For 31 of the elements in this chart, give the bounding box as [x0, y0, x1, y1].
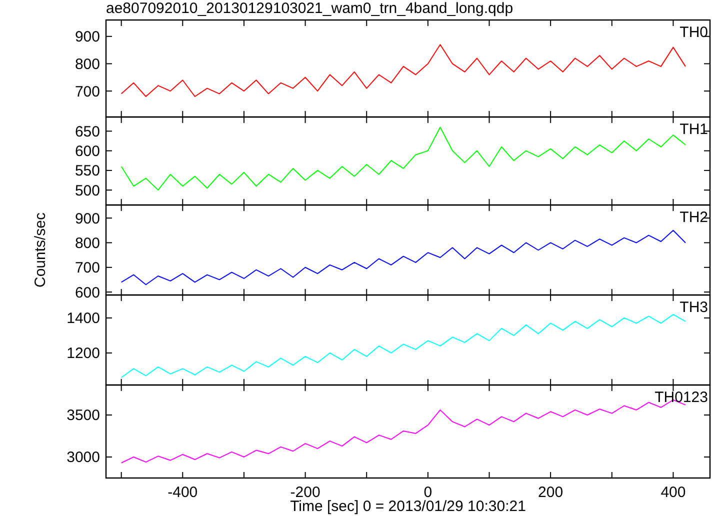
y-tick-label: 600: [74, 284, 100, 302]
y-tick-label: 1200: [66, 345, 100, 362]
x-tick-label: -200: [290, 484, 320, 501]
line-series: [120, 230, 686, 286]
y-tick-label: 3000: [66, 449, 100, 466]
x-tick-label: 400: [660, 484, 686, 501]
y-tick-label: 3500: [66, 407, 100, 424]
x-axis-title: Time [sec] 0 = 2013/01/29 10:30:21: [290, 498, 526, 515]
y-tick-label: 600: [74, 143, 100, 160]
y-axis-title: Counts/sec: [32, 212, 49, 288]
annotation: TH0123: [654, 389, 708, 406]
y-tick-label: 900: [74, 210, 100, 228]
y-tick-label: 550: [74, 162, 100, 180]
y-tick-label: 500: [74, 182, 100, 200]
chart-title: ae807092010_20130129103021_wam0_trn_4band_long.qdp: [106, 0, 514, 17]
x-tick-label: -400: [168, 484, 198, 501]
annotation: TH1: [680, 121, 708, 138]
y-tick-label: 900: [74, 28, 100, 46]
x-tick-label: 200: [538, 484, 564, 501]
y-tick-label: 800: [74, 56, 100, 73]
y-tick-label: 700: [74, 260, 100, 277]
x-tick-label: 0: [424, 484, 432, 501]
line-series: [120, 44, 686, 98]
y-tick-label: 650: [74, 123, 100, 140]
annotation: TH3: [680, 299, 708, 316]
y-tick-label: 700: [74, 83, 100, 100]
annotation: TH2: [680, 209, 708, 226]
annotation: TH0: [680, 24, 708, 41]
y-tick-label: 800: [74, 234, 100, 252]
y-tick-label: 1400: [66, 310, 100, 328]
line-series: [120, 314, 686, 378]
